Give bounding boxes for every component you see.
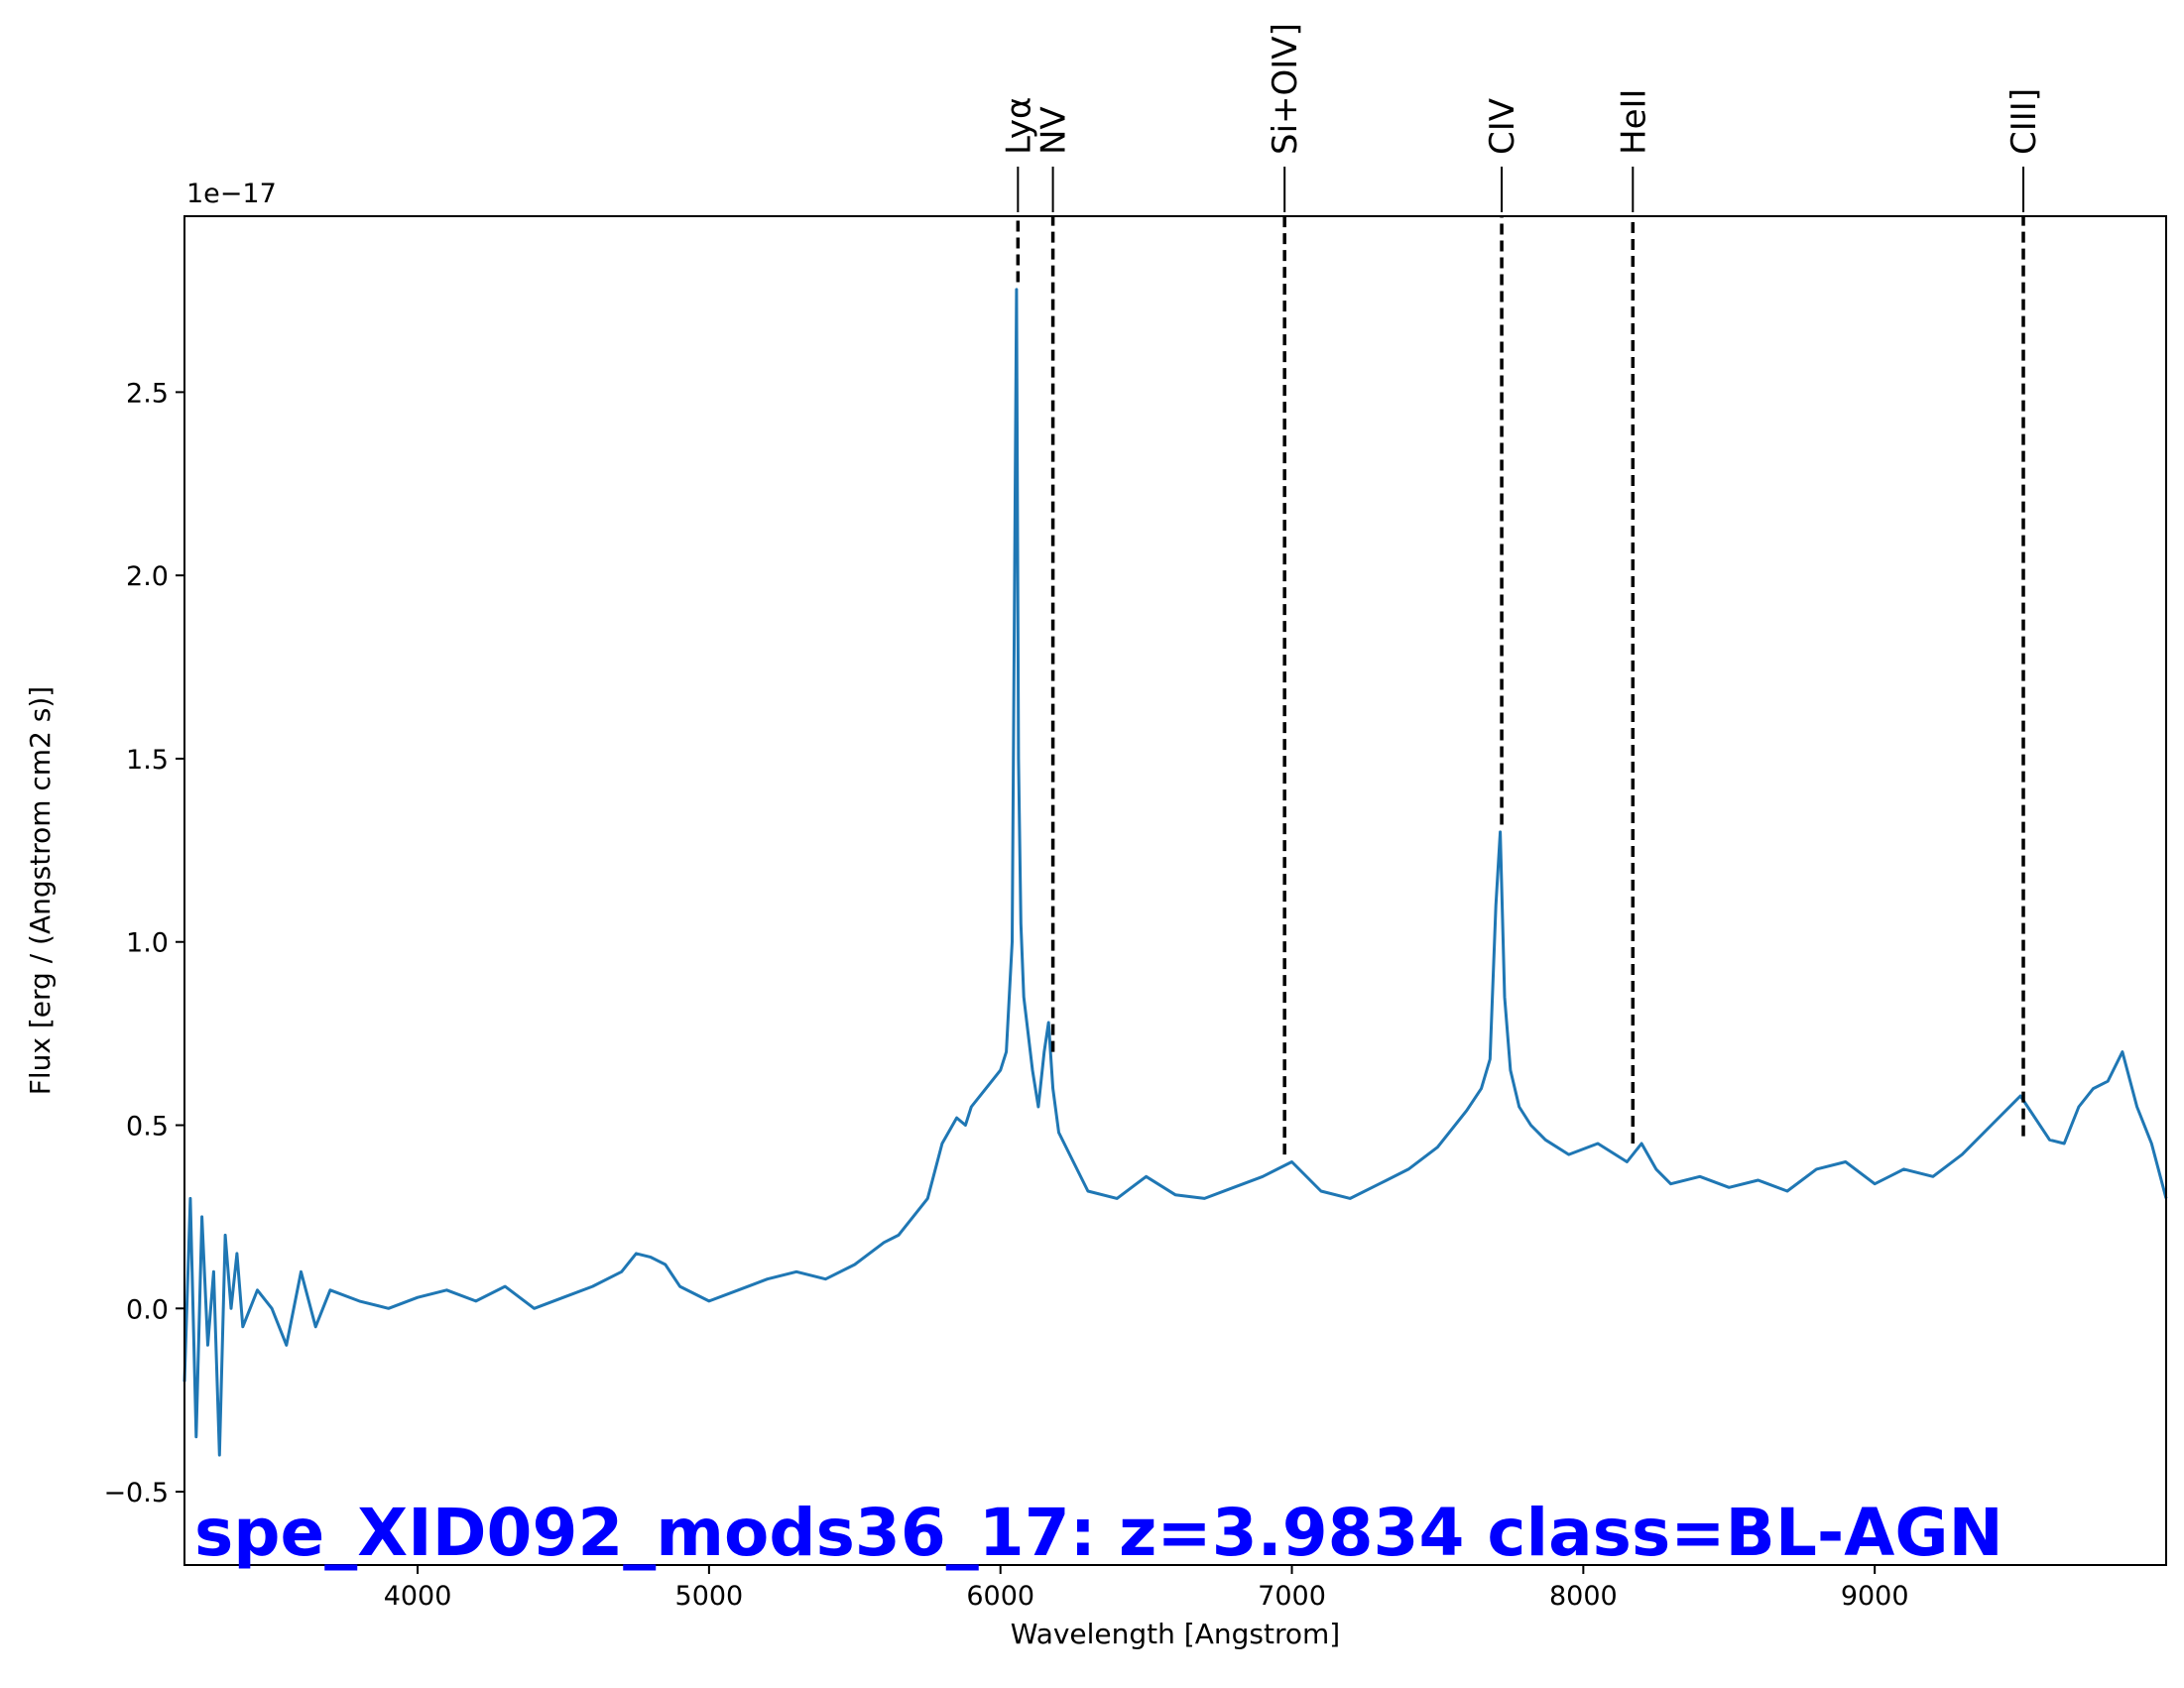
- y-tick-label-2: 0.5: [126, 1112, 169, 1143]
- x-axis-label: Wavelength [Angstrom]: [1011, 1618, 1340, 1650]
- y-tick-label-4: 1.5: [126, 745, 169, 776]
- y-tick-label-3: 1.0: [126, 928, 169, 959]
- x-tick-label-2: 6000: [966, 1581, 1034, 1612]
- x-tick-label-3: 7000: [1258, 1581, 1326, 1612]
- x-tick-label-1: 5000: [675, 1581, 744, 1612]
- emission-line-label-5: CIII]: [2004, 88, 2044, 155]
- y-tick-layer: −0.5 0.0 0.5 1.0 1.5 2.0 2.5: [103, 378, 184, 1508]
- x-tick-label-4: 8000: [1549, 1581, 1618, 1612]
- y-tick-label-1: 0.0: [126, 1294, 169, 1325]
- x-tick-label-5: 9000: [1841, 1581, 1909, 1612]
- series-layer: [182, 288, 2168, 1457]
- emission-line-label-3: CIV: [1483, 98, 1522, 155]
- plot-frame: [183, 215, 2167, 1566]
- y-offset-label: 1e−17: [186, 179, 277, 209]
- vline-layer: [1016, 167, 2025, 1155]
- x-tick-label-0: 4000: [384, 1581, 452, 1612]
- y-tick-label-6: 2.5: [126, 378, 169, 409]
- y-axis-label: Flux [erg / (Angstrom cm2 s)]: [24, 686, 57, 1095]
- x-tick-layer: 4000 5000 6000 7000 8000 9000: [384, 1565, 1909, 1612]
- emission-line-label-2: Si+OIV]: [1266, 23, 1305, 155]
- emission-line-label-1: NV: [1034, 106, 1074, 155]
- emission-line-label-0: Lyα: [999, 97, 1038, 155]
- y-tick-label-0: −0.5: [103, 1478, 169, 1508]
- emission-line-label-4: HeII: [1614, 88, 1653, 155]
- chart-annotation: spe_XID092_mods36_17: z=3.9834 class=BL-…: [194, 1495, 2003, 1571]
- y-tick-label-5: 2.0: [126, 561, 169, 592]
- spectrum-series-line-0: [182, 288, 2168, 1457]
